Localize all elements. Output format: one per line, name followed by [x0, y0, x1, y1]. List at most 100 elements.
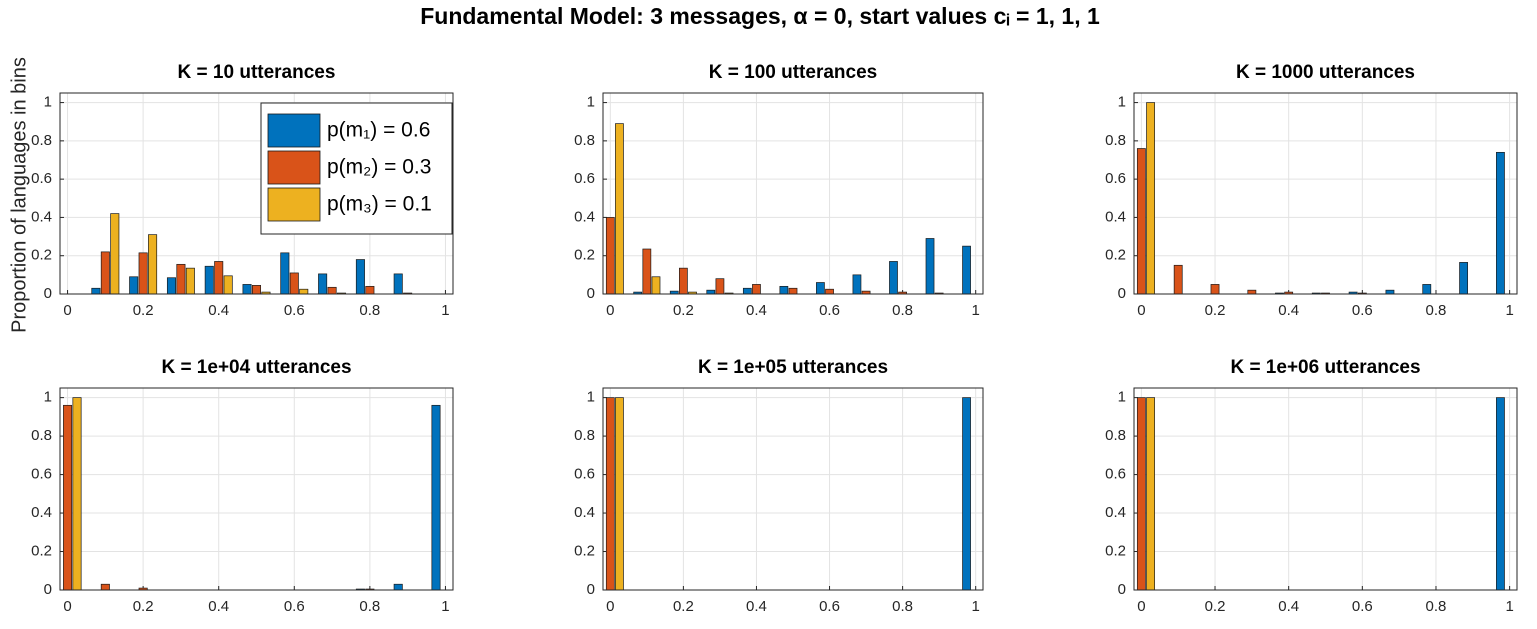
bar — [242, 284, 252, 295]
x-tick-label: 1 — [1505, 302, 1513, 319]
y-tick-label: 1 — [1118, 389, 1126, 406]
y-tick-label: 0.8 — [574, 132, 595, 149]
x-tick-label: 1 — [1505, 598, 1513, 615]
bar — [365, 285, 375, 295]
bar — [299, 288, 309, 295]
x-tick-label: 0.2 — [673, 302, 694, 319]
bar — [925, 238, 935, 295]
figure-title: Fundamental Model: 3 messages, α = 0, st… — [420, 3, 1100, 29]
y-tick-label: 0.4 — [1105, 208, 1126, 225]
y-tick-label: 1 — [1118, 94, 1126, 111]
y-tick-label: 1 — [587, 94, 595, 111]
bar — [1247, 289, 1257, 295]
bar — [138, 252, 148, 295]
x-tick-label: 0 — [1137, 302, 1145, 319]
bar — [1385, 289, 1395, 295]
y-tick-label: 0.6 — [574, 466, 595, 483]
y-tick-label: 1 — [587, 389, 595, 406]
chart-title: K = 1e+05 utterances — [698, 357, 888, 378]
y-tick-label: 0.6 — [1105, 466, 1126, 483]
x-tick-label: 0 — [606, 598, 614, 615]
axes-box — [602, 387, 984, 591]
bar — [825, 288, 834, 295]
bar — [204, 265, 214, 295]
x-tick-label: 0.8 — [892, 598, 913, 615]
bar — [962, 397, 971, 591]
y-tick-label: 0.8 — [31, 427, 52, 444]
bar — [1173, 264, 1183, 295]
legend-swatch — [267, 113, 321, 148]
legend-swatch — [267, 150, 321, 185]
y-tick-label: 0.2 — [1105, 247, 1126, 264]
bar — [679, 267, 688, 295]
x-tick-label: 0.4 — [746, 598, 767, 615]
y-tick-label: 0 — [587, 581, 595, 598]
x-tick-label: 0.8 — [892, 302, 913, 319]
y-tick-label: 0.4 — [31, 208, 52, 225]
bar — [91, 287, 101, 295]
x-tick-label: 0.4 — [208, 302, 229, 319]
bar — [852, 274, 862, 295]
chart-title: K = 10 utterances — [178, 62, 336, 83]
y-tick-label: 0.6 — [31, 170, 52, 187]
bar — [431, 404, 441, 591]
y-tick-label: 0.2 — [31, 247, 52, 264]
bar — [1136, 148, 1146, 295]
y-tick-label: 0 — [44, 581, 52, 598]
x-tick-label: 0.8 — [1426, 302, 1447, 319]
bar — [962, 245, 971, 295]
x-tick-label: 0.4 — [1278, 598, 1299, 615]
x-tick-label: 0.6 — [819, 598, 840, 615]
bar — [752, 284, 761, 295]
x-tick-label: 0.2 — [1205, 302, 1226, 319]
x-tick-label: 0.6 — [819, 302, 840, 319]
y-tick-label: 0 — [1118, 581, 1126, 598]
x-tick-label: 0.6 — [284, 598, 305, 615]
bar — [779, 285, 789, 295]
plot-area — [603, 93, 983, 294]
x-tick-label: 0.6 — [1352, 302, 1373, 319]
bar — [129, 276, 139, 295]
bar — [72, 397, 82, 591]
bar — [280, 252, 290, 295]
y-tick-label: 0 — [587, 285, 595, 302]
x-tick-label: 0 — [63, 302, 71, 319]
bar — [816, 282, 825, 295]
y-tick-label: 0.2 — [31, 542, 52, 559]
y-tick-label: 1 — [44, 389, 52, 406]
bar — [715, 278, 725, 295]
bar — [788, 287, 798, 295]
axes-box — [59, 92, 454, 295]
bar — [615, 397, 624, 591]
bar — [289, 272, 299, 295]
x-tick-label: 0.6 — [284, 302, 305, 319]
bar — [1422, 284, 1432, 295]
x-tick-label: 0.8 — [1426, 598, 1447, 615]
y-tick-label: 0.4 — [1105, 504, 1126, 521]
bar — [100, 251, 110, 295]
chart-title: K = 1000 utterances — [1236, 62, 1415, 83]
bar — [742, 287, 752, 295]
x-tick-label: 0 — [1137, 598, 1145, 615]
chart-title: K = 100 utterances — [709, 62, 877, 83]
x-tick-label: 0 — [63, 598, 71, 615]
y-tick-label: 0.2 — [1105, 542, 1126, 559]
bar — [214, 261, 224, 295]
axes-box — [1133, 92, 1518, 295]
bar — [1459, 262, 1469, 295]
bar — [185, 267, 195, 295]
bar — [223, 275, 233, 295]
y-tick-label: 1 — [44, 94, 52, 111]
x-tick-label: 1 — [972, 302, 980, 319]
bar — [355, 259, 365, 295]
x-tick-label: 0.8 — [359, 302, 380, 319]
x-tick-label: 1 — [972, 598, 980, 615]
bar — [889, 261, 898, 295]
y-tick-label: 0.6 — [574, 170, 595, 187]
bar — [318, 273, 328, 295]
bar — [327, 286, 337, 295]
bar — [176, 263, 186, 295]
bar — [1136, 397, 1146, 591]
bar — [393, 273, 403, 295]
